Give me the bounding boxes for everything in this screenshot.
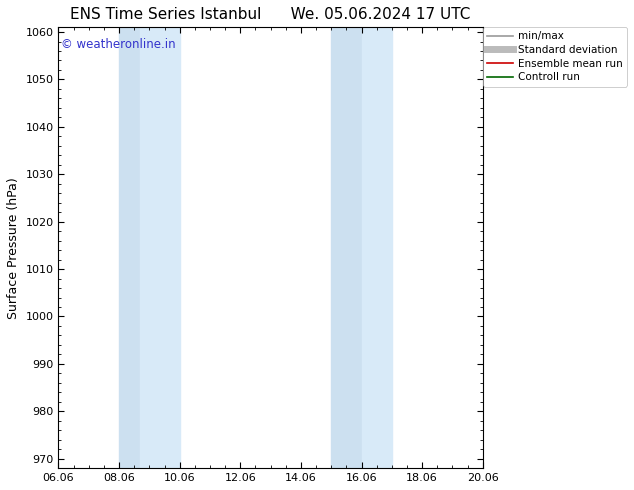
Bar bbox=[119, 27, 140, 468]
Title: ENS Time Series Istanbul      We. 05.06.2024 17 UTC: ENS Time Series Istanbul We. 05.06.2024 … bbox=[70, 7, 471, 22]
Bar bbox=[361, 27, 392, 468]
Bar bbox=[331, 27, 361, 468]
Text: © weatheronline.in: © weatheronline.in bbox=[61, 38, 175, 51]
Bar bbox=[140, 27, 179, 468]
Legend: min/max, Standard deviation, Ensemble mean run, Controll run: min/max, Standard deviation, Ensemble me… bbox=[482, 27, 627, 87]
Y-axis label: Surface Pressure (hPa): Surface Pressure (hPa) bbox=[7, 177, 20, 318]
